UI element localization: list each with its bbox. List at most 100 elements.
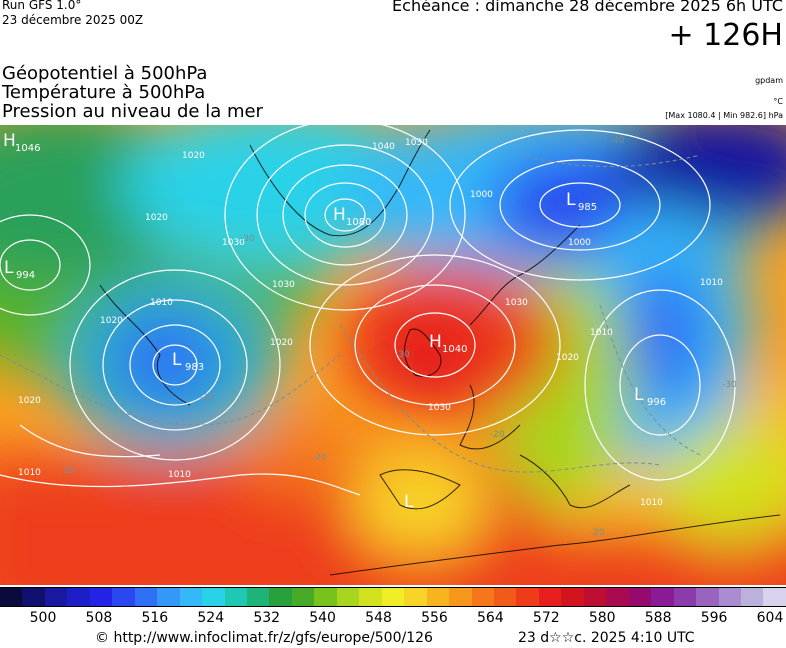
colorbar-cell xyxy=(561,588,584,606)
isobar-label: 1030 xyxy=(272,280,295,290)
isobar-label: 1010 xyxy=(590,328,613,338)
low-black-sea-value: 996 xyxy=(647,397,666,408)
isobar-label: 1020 xyxy=(18,396,41,406)
temp-label: -30 xyxy=(722,380,737,390)
low-newfoundland-value: 983 xyxy=(185,362,204,373)
colorbar-cell xyxy=(763,588,786,606)
isobar-label: 1040 xyxy=(372,142,395,152)
temperature-labels: -40 -30 -20 -30 -20 -20 -20 -30 -20 xyxy=(60,136,737,538)
colorbar-cell xyxy=(157,588,180,606)
colorbar-cell xyxy=(516,588,539,606)
colorbar-cell xyxy=(22,588,45,606)
temp-label: -20 xyxy=(490,430,505,440)
colorbar-tick-label: 540 xyxy=(309,610,336,626)
colorbar-tick-label: 500 xyxy=(29,610,57,626)
colorbar-cell xyxy=(651,588,674,606)
isobar-label: 1000 xyxy=(568,238,591,248)
colorbar-cell xyxy=(426,588,450,606)
colorbar-cell xyxy=(718,588,741,606)
unit-pressure: [Max 1080.4 | Min 982.6] hPa xyxy=(665,111,783,120)
colorbar-cell xyxy=(202,588,225,606)
colorbar-cell xyxy=(314,588,337,606)
colorbar-cell xyxy=(246,588,270,606)
colorbar-tick-label: 572 xyxy=(532,610,560,626)
geopotential-field xyxy=(0,125,786,585)
high-british-isles-marker: H xyxy=(429,332,442,352)
isobar-label: 1020 xyxy=(270,338,293,348)
colorbar-tick-label: 580 xyxy=(588,610,616,626)
run-date: 23 décembre 2025 00Z xyxy=(2,13,144,27)
colorbar-cell xyxy=(673,588,697,606)
high-greenland-value: 1080 xyxy=(346,217,371,228)
colorbar-cell xyxy=(628,588,652,606)
colorbar-tick-label: 508 xyxy=(85,610,113,626)
colorbar-cell xyxy=(112,588,135,606)
colorbar-tick-label: 548 xyxy=(365,610,392,626)
colorbar-tick-label: 524 xyxy=(197,610,225,626)
low-black-sea-marker: L xyxy=(634,385,644,405)
isobar-label: 1020 xyxy=(145,213,168,223)
colorbar-cell xyxy=(404,588,427,606)
temp-label: -30 xyxy=(240,234,255,244)
low-hudson-marker: L xyxy=(4,258,14,278)
isobar-label: 1030 xyxy=(505,298,528,308)
colorbar-tick-label: 596 xyxy=(700,610,728,626)
isobar-label: 1020 xyxy=(100,316,123,326)
high-british-isles-value: 1040 xyxy=(442,344,467,355)
isobar-label: 1010 xyxy=(640,498,663,508)
colorbar-cell xyxy=(359,588,382,606)
colorbar-cell xyxy=(44,588,68,606)
colorbar-cell xyxy=(291,588,315,606)
colorbar-labels: 500 508 516 524 532 540 548 556 564 572 580 588 596 6… xyxy=(0,610,786,628)
colorbar-cell xyxy=(740,588,764,606)
isobar-label: 1030 xyxy=(405,138,428,148)
source-credit: © http://www.infoclimat.fr/z/gfs/europe/… xyxy=(95,630,433,646)
colorbar-cell xyxy=(471,588,494,606)
colorbar-cell xyxy=(67,588,90,606)
colorbar-cell xyxy=(269,588,292,606)
colorbar-cell xyxy=(179,588,203,606)
colorbar-cell xyxy=(89,588,113,606)
weather-map: 1020 1040 1030 1020 1000 1000 1020 1010 … xyxy=(0,125,786,585)
pressure-centers: H 1046 H 1080 L 985 L 994 L 983 H 1040 L… xyxy=(3,131,666,512)
colorbar-cell xyxy=(583,588,607,606)
high-north-canada-value: 1046 xyxy=(15,143,40,154)
temp-label: -20 xyxy=(200,393,215,403)
field-title-pressure: Pression au niveau de la mer xyxy=(2,101,263,122)
low-hudson-value: 994 xyxy=(16,270,35,281)
isobar-label: 1010 xyxy=(700,278,723,288)
colorbar-cell xyxy=(134,588,158,606)
run-label: Run GFS 1.0° xyxy=(2,0,82,12)
colorbar-tick-label: 556 xyxy=(421,610,448,626)
isobar-labels: 1020 1040 1030 1020 1000 1000 1020 1010 … xyxy=(18,138,723,508)
temp-label: -20 xyxy=(312,453,327,463)
low-iberia-marker: L xyxy=(404,492,414,512)
isobar-label: 1000 xyxy=(470,190,493,200)
isobar-label: 1010 xyxy=(168,470,191,480)
colorbar-tick-label: 516 xyxy=(141,610,169,626)
render-timestamp: 23 d☆☆c. 2025 4:10 UTC xyxy=(518,630,695,646)
high-north-canada-marker: H xyxy=(3,131,16,151)
forecast-valid-time: Echéance : dimanche 28 décembre 2025 6h … xyxy=(392,0,783,15)
colorbar-cell xyxy=(449,588,472,606)
temp-label: -20 xyxy=(60,466,75,476)
isobar-label: 1020 xyxy=(182,151,205,161)
forecast-hour: + 126H xyxy=(668,18,784,53)
unit-temperature: °C xyxy=(773,97,783,106)
colorbar-tick-label: 588 xyxy=(644,610,672,626)
colorbar-cell xyxy=(493,588,517,606)
isobars xyxy=(0,125,736,496)
low-barents-marker: L xyxy=(566,190,576,210)
isobar-label: 1020 xyxy=(556,353,579,363)
colorbar-cell xyxy=(381,588,405,606)
colorbar xyxy=(0,587,786,607)
coastlines xyxy=(99,129,781,576)
temp-label: -40 xyxy=(610,136,625,146)
colorbar-cell xyxy=(224,588,247,606)
low-barents-value: 985 xyxy=(578,202,597,213)
colorbar-tick-label: 604 xyxy=(756,610,784,626)
field-title-geopotential: Géopotentiel à 500hPa xyxy=(2,63,208,84)
colorbar-cell xyxy=(0,588,23,606)
high-greenland-marker: H xyxy=(333,205,346,225)
isobar-label: 1030 xyxy=(222,238,245,248)
